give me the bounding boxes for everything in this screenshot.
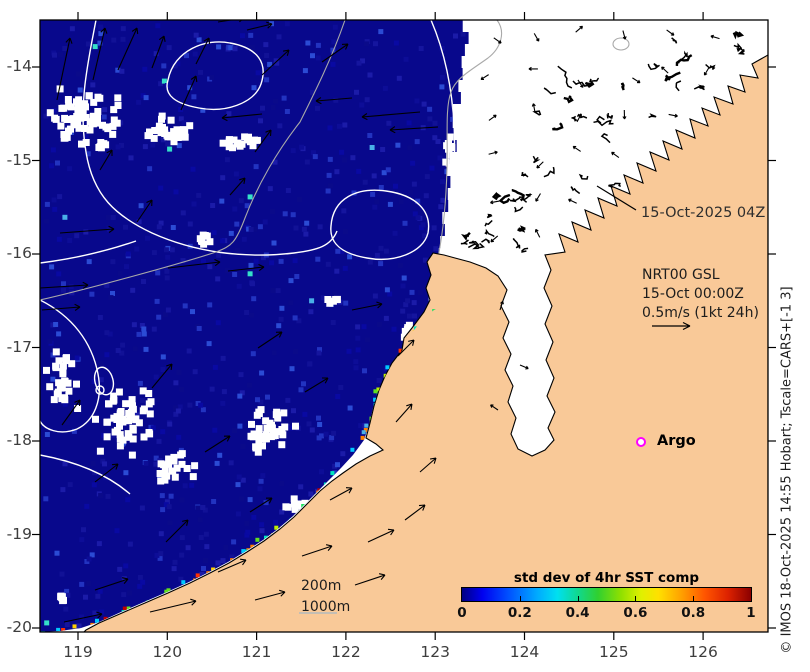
colorbar-gradient [461, 587, 752, 602]
colorbar-tick-label: 1 [746, 605, 756, 621]
depth-label-200m: 200m [301, 578, 342, 594]
colorbar-tick-label: 0.6 [623, 605, 648, 621]
y-tick-label: -15 [6, 150, 32, 169]
velocity-legend-time: 15-Oct 00:00Z [642, 286, 744, 302]
x-tick-label: 124 [509, 643, 540, 661]
x-tick-label: 119 [63, 643, 93, 661]
colorbar-tick-label: 0.8 [681, 605, 706, 621]
depth-label-1000m: 1000m [301, 599, 351, 615]
colorbar-tick-mark [519, 596, 521, 601]
velocity-legend-scale: 0.5m/s (1kt 24h) [642, 305, 759, 321]
y-tick-label: -17 [6, 337, 32, 356]
x-tick-label: 125 [599, 643, 629, 661]
land-layer [83, 54, 768, 632]
x-tick-label: 123 [420, 643, 450, 661]
sst-swath-layer [40, 20, 469, 632]
colorbar-tick-mark [577, 596, 579, 601]
argo-marker-icon [636, 437, 646, 447]
timestamp-leader-line [596, 185, 637, 211]
argo-label: Argo [657, 433, 696, 449]
colorbar-tick-mark [693, 596, 695, 601]
velocity-legend-model: NRT00 GSL [642, 267, 720, 283]
velocity-legend: NRT00 GSL 15-Oct 00:00Z 0.5m/s (1kt 24h) [642, 266, 759, 323]
colorbar-tick-labels: 0 0.2 0.4 0.6 0.8 1 [457, 605, 756, 621]
colorbar-tick-label: 0.4 [565, 605, 590, 621]
x-tick-label: 121 [241, 643, 272, 661]
colorbar-title: std dev of 4hr SST comp [513, 570, 700, 586]
y-tick-label: -20 [6, 618, 32, 636]
colorbar-tick-label: 0 [457, 605, 467, 621]
axis-ticks [32, 12, 776, 640]
x-tick-label: 120 [152, 643, 183, 661]
current-vector-layer [40, 20, 720, 623]
velocity-scale-arrow-icon [652, 321, 691, 331]
y-tick-label: -14 [6, 57, 32, 75]
y-tick-label: -19 [6, 524, 32, 543]
timestamp-label: 15-Oct-2025 04Z [641, 205, 766, 221]
y-tick-label: -18 [6, 431, 32, 449]
colorbar: std dev of 4hr SST comp 0 0.2 0.4 0.6 0.8 1 [457, 570, 756, 621]
y-tick-label: -16 [6, 244, 32, 262]
sst-noise-layer [43, 21, 466, 632]
island-layer [460, 30, 745, 253]
colorbar-tick-mark [635, 596, 637, 601]
axis-frame [32, 12, 776, 640]
x-tick-label: 122 [331, 643, 361, 661]
x-tick-label: 126 [688, 643, 718, 661]
colorbar-tick-label: 0.2 [507, 605, 532, 621]
map-plot-area [40, 20, 768, 632]
copyright-text: © IMOS 18-Oct-2025 14:55 Hobart; Tscale=… [779, 286, 795, 654]
